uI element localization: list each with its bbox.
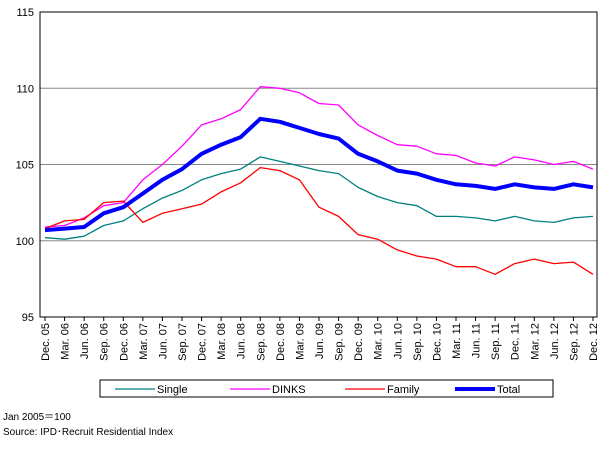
y-tick-label: 115 — [16, 7, 34, 19]
x-tick-label: Dec. 11 — [510, 323, 522, 360]
x-tick-label: Dec. 09 — [353, 323, 365, 361]
x-tick-label: Dec. 08 — [275, 323, 287, 361]
x-tick-label: Jun. 09 — [314, 323, 326, 359]
y-tick-label: 110 — [16, 83, 34, 95]
x-tick-label: Mar. 06 — [60, 323, 72, 360]
note: Source: IPD･Recruit Residential Index — [3, 427, 173, 438]
x-tick-label: Sep. 09 — [334, 323, 346, 361]
x-tick-label: Jun. 11 — [471, 323, 483, 358]
x-tick-label: Dec. 06 — [118, 323, 130, 361]
x-tick-label: Dec. 05 — [40, 323, 52, 361]
x-tick-label: Mar. 11 — [451, 323, 463, 359]
x-tick-label: Jun. 08 — [236, 323, 248, 359]
legend-box — [99, 379, 554, 398]
x-tick-label: Dec. 07 — [197, 323, 209, 361]
y-tick-label: 100 — [16, 236, 34, 248]
x-tick-label: Dec. 12 — [588, 323, 600, 361]
series-line — [44, 166, 594, 275]
x-tick-label: Mar. 09 — [294, 323, 306, 360]
x-tick-label: Jun. 07 — [157, 323, 169, 359]
x-tick-label: Mar. 12 — [529, 323, 541, 360]
x-tick-label: Sep. 07 — [177, 323, 189, 361]
legend-label: Single — [157, 384, 188, 396]
legend-label: Total — [497, 384, 520, 396]
x-tick-label: Sep. 10 — [412, 323, 424, 361]
x-tick-label: Mar. 10 — [373, 323, 385, 360]
x-tick-label: Jun. 10 — [392, 323, 404, 359]
x-tick-label: Sep. 12 — [568, 323, 580, 361]
x-tick-label: Mar. 07 — [138, 323, 150, 360]
x-tick-label: Mar. 08 — [216, 323, 228, 360]
x-tick-label: Sep. 11 — [490, 323, 502, 360]
x-tick-label: Sep. 06 — [99, 323, 111, 361]
series-line — [44, 156, 594, 240]
y-tick-label: 105 — [16, 160, 34, 172]
y-tick-label: 95 — [22, 312, 34, 324]
note: Jan 2005＝100 — [3, 412, 71, 423]
x-tick-label: Sep. 08 — [255, 323, 267, 361]
x-tick-label: Jun. 12 — [549, 323, 561, 359]
legend-label: Family — [387, 384, 420, 396]
series-line — [44, 116, 594, 233]
series-line — [44, 86, 594, 228]
x-tick-label: Dec. 10 — [431, 323, 443, 361]
x-tick-label: Jun. 06 — [79, 323, 91, 359]
legend-label: DINKS — [272, 384, 306, 396]
